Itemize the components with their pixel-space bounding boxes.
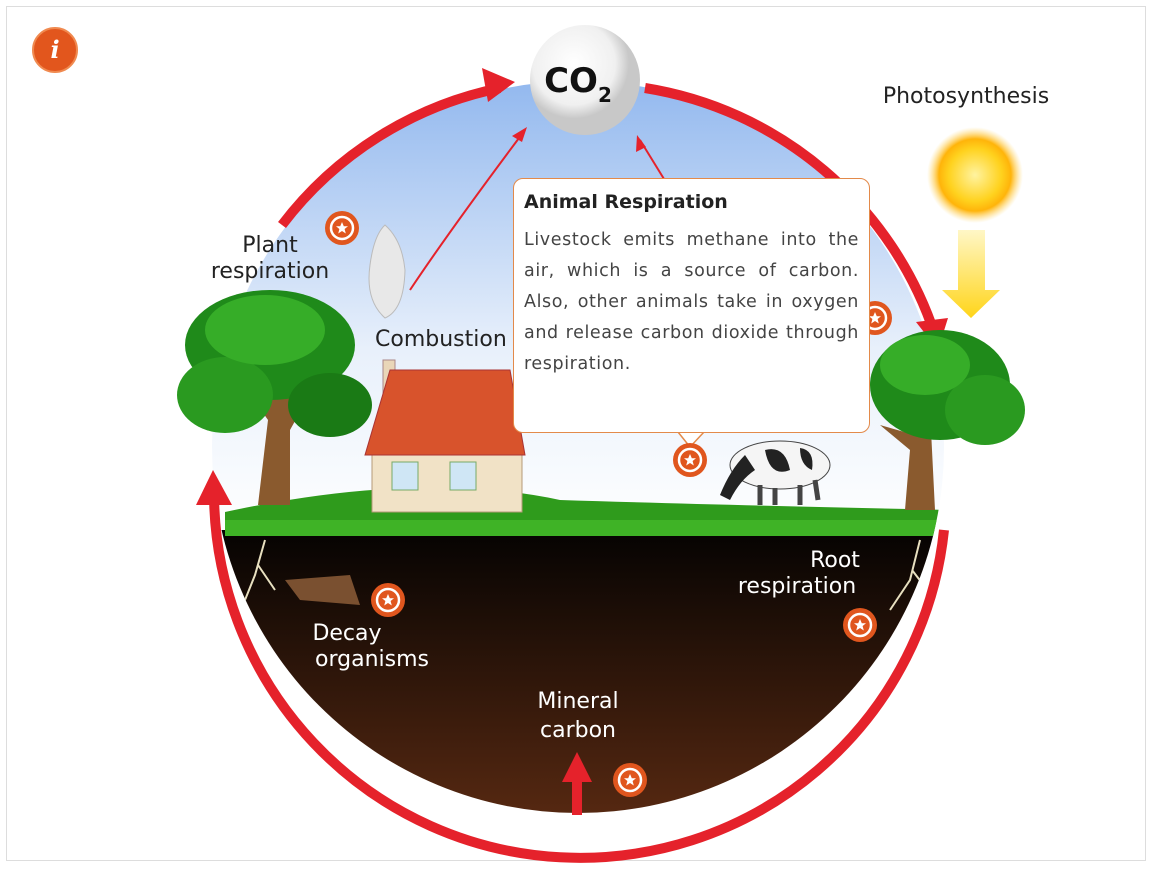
hotspot-button[interactable]	[843, 608, 877, 642]
root-respiration-label: Root	[810, 548, 860, 573]
root-respiration-label: respiration	[738, 574, 856, 599]
sun	[927, 127, 1023, 223]
plant-respiration-label: respiration	[211, 259, 329, 284]
hotspot-button-active[interactable]	[673, 443, 707, 477]
popup-title: Animal Respiration	[524, 191, 859, 213]
house	[365, 360, 525, 512]
co2-text: CO	[544, 61, 598, 101]
decay-organisms-label: organisms	[315, 647, 429, 672]
hotspot-button[interactable]	[325, 211, 359, 245]
diagram: CO2 Photosynthesis Plant respiration Com…	[0, 0, 1154, 869]
popup-body: Livestock emits methane into the air, wh…	[524, 225, 859, 380]
plant-respiration-label: Plant	[242, 233, 298, 258]
page: CO2 Photosynthesis Plant respiration Com…	[0, 0, 1154, 869]
info-icon[interactable]: i	[50, 35, 59, 64]
hotspot-button[interactable]	[371, 583, 405, 617]
mineral-carbon-label: Mineral	[537, 689, 618, 714]
decay-organisms-label: Decay	[312, 621, 381, 646]
combustion-label: Combustion	[375, 327, 507, 352]
hotspot-button[interactable]	[613, 763, 647, 797]
popup: Animal Respiration Livestock emits metha…	[513, 178, 870, 433]
photosynthesis-label: Photosynthesis	[883, 84, 1049, 109]
mineral-carbon-label: carbon	[540, 718, 616, 743]
co2-subscript: 2	[598, 83, 612, 107]
